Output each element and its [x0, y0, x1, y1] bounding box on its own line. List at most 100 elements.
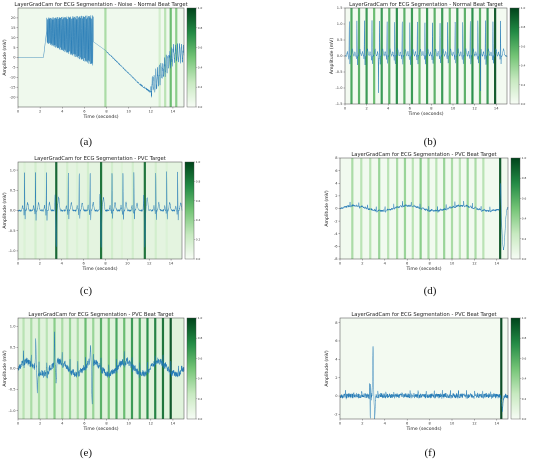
colorbar-tick-label: 0.2: [521, 83, 526, 87]
attribution-band: [86, 162, 90, 259]
y-tick-label: 1.0: [337, 22, 343, 26]
colorbar-tick-label: 0.4: [522, 217, 527, 221]
y-tick-label: -1.5: [335, 102, 342, 106]
attribution-band: [110, 162, 114, 259]
attribution-band: [34, 162, 37, 259]
attribution-band: [68, 318, 72, 419]
y-axis-label: Amplitude (mV): [2, 350, 8, 386]
y-tick-label: -1.0: [8, 409, 16, 413]
colorbar-tick-label: 0.2: [198, 85, 203, 89]
x-tick-label: 4: [384, 262, 387, 266]
colorbar: [509, 7, 520, 105]
y-tick-label: -15: [10, 85, 16, 89]
panel-d: 0 2 4 6 8 10 12 14 -8 -6 -4 -2 0 2 4 6 8 LayerGradCam for…: [324, 152, 526, 272]
colorbar: [186, 7, 197, 108]
cam-background: [18, 8, 184, 107]
y-tick-label: -1.0: [8, 249, 16, 253]
ecg-signal-line: [18, 15, 185, 98]
colorbar-tick-label: 0.0: [521, 102, 526, 106]
attribution-band: [410, 8, 414, 104]
panel-caption: (f): [425, 447, 436, 459]
y-tick-label: -2: [334, 413, 338, 417]
panel-title: LayerGradCam for ECG Segmentation - PVC …: [28, 312, 173, 318]
colorbar-tick-label: 0.0: [198, 105, 203, 109]
attribution-band: [169, 318, 172, 419]
attribution-band: [494, 8, 497, 104]
colorbar-tick-label: 1.0: [198, 6, 203, 10]
attribution-band: [403, 8, 406, 104]
x-tick-label: 2: [39, 110, 41, 114]
y-tick-label: -10: [10, 76, 17, 80]
attribution-band: [45, 318, 48, 419]
colorbar-tick-label: 0.4: [521, 64, 526, 68]
attribution-band: [22, 318, 25, 419]
y-tick-label: 2: [335, 194, 337, 198]
x-tick-label: 10: [125, 262, 130, 266]
x-tick-label: 10: [451, 107, 456, 111]
x-tick-label: 8: [428, 262, 431, 266]
y-tick-label: 6: [335, 169, 338, 173]
y-tick-label: 10: [11, 36, 16, 40]
colorbar-tick-label: 0.2: [198, 397, 203, 401]
panel-caption: (d): [424, 285, 437, 297]
panel-caption: (a): [80, 136, 93, 148]
x-tick-label: 2: [361, 422, 363, 426]
colorbar: [184, 161, 195, 260]
attribution-band: [130, 318, 134, 419]
attribution-band: [378, 158, 381, 259]
attribution-band: [161, 318, 165, 419]
colorbar-tick-label: 0.8: [521, 25, 526, 29]
x-tick-label: 0: [17, 262, 20, 266]
panel-e: 0 2 4 6 8 10 12 14 -1.0 -0.5 0.0 0.5 1.0 LayerGradCam…: [2, 312, 202, 432]
attribution-band: [403, 158, 407, 259]
panel-c: 0 2 4 6 8 10 12 14 -1.0 -0.5 0.0 0.5 1.0 LayerGradCam…: [2, 156, 200, 272]
attribution-band: [373, 8, 376, 104]
colorbar-tick-label: 0.6: [522, 196, 527, 200]
y-tick-label: 0.5: [10, 346, 16, 350]
x-tick-label: 8: [105, 110, 108, 114]
colorbar: [186, 317, 197, 420]
colorbar-tick-label: 0.4: [198, 377, 203, 381]
x-tick-label: 0: [339, 422, 342, 426]
attribution-band: [30, 318, 33, 419]
attribution-band: [146, 318, 149, 419]
x-axis-label: Time (seconds): [405, 426, 441, 432]
attribution-band: [435, 158, 438, 259]
colorbar-tick-label: 0.8: [522, 176, 527, 180]
attribution-band: [351, 158, 354, 259]
colorbar-tick-label: 0.8: [198, 336, 203, 340]
x-tick-label: 0: [17, 422, 20, 426]
y-axis-label: Amplitude (mV): [324, 350, 330, 386]
ecg-signal-line: [17, 331, 185, 405]
attribution-band: [154, 318, 157, 419]
colorbar-tick-label: 0.6: [521, 44, 526, 48]
attribution-band: [53, 318, 56, 419]
attribution-band: [458, 158, 461, 259]
colorbar-tick-label: 0.8: [198, 26, 203, 30]
colorbar-tick-label: 0.0: [522, 257, 527, 261]
attribution-band: [448, 8, 451, 104]
colorbar-tick-label: 0.6: [198, 46, 203, 50]
x-tick-label: 6: [82, 262, 85, 266]
x-axis-label: Time (seconds): [82, 114, 118, 120]
x-tick-label: 14: [494, 107, 499, 111]
x-tick-label: 8: [104, 262, 107, 266]
y-tick-label: 0.5: [337, 38, 343, 42]
attribution-band: [486, 8, 489, 104]
x-tick-label: 6: [406, 262, 409, 266]
attribution-band: [466, 158, 469, 259]
colorbar-tick-label: 0.6: [522, 356, 527, 360]
x-tick-label: 12: [472, 422, 477, 426]
attribution-band: [37, 318, 41, 419]
x-tick-label: 14: [169, 262, 174, 266]
x-tick-label: 2: [361, 262, 363, 266]
attribution-band: [499, 158, 502, 259]
attribution-band: [441, 8, 444, 104]
x-tick-label: 0: [17, 110, 20, 114]
x-tick-label: 12: [472, 262, 477, 266]
colorbar-tick-label: 0.4: [196, 218, 201, 222]
x-axis-label: Time (seconds): [82, 426, 118, 432]
attribution-band: [450, 158, 454, 259]
attribution-band: [99, 162, 103, 259]
